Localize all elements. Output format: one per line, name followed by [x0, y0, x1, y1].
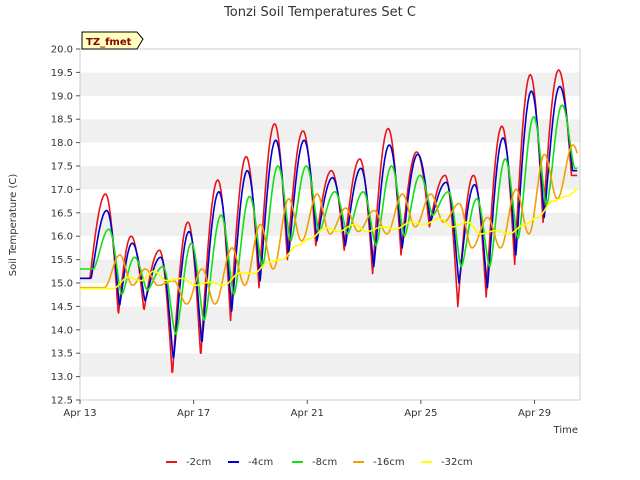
- x-tick-label: Apr 25: [404, 408, 437, 419]
- y-tick-label: 13.0: [51, 372, 73, 383]
- x-tick-label: Apr 21: [291, 408, 324, 419]
- y-tick-label: 17.5: [51, 162, 73, 173]
- legend-label: -2cm: [186, 457, 211, 468]
- x-axis: Apr 13 Apr 17 Apr 21 Apr 25 Apr 29: [63, 400, 551, 419]
- x-axis-label: Time: [553, 425, 578, 436]
- series-line-32cm: [79, 188, 578, 290]
- grid-band: [80, 142, 580, 166]
- grid-band: [80, 166, 580, 190]
- series-line-16cm: [79, 144, 578, 305]
- y-tick-label: 19.5: [51, 68, 73, 79]
- grid-bands: [80, 49, 580, 400]
- y-tick-label: 18.0: [51, 138, 73, 149]
- site-badge: TZ_fmet: [81, 31, 144, 50]
- grid-band: [80, 329, 580, 354]
- y-tick-label: 15.5: [51, 255, 73, 266]
- grid-band: [80, 283, 580, 307]
- grid-band: [80, 119, 580, 143]
- grid-band: [80, 72, 580, 96]
- site-badge-label: TZ_fmet: [86, 37, 132, 48]
- y-tick-label: 14.5: [51, 302, 73, 313]
- y-tick-label: 16.5: [51, 208, 73, 219]
- y-tick-label: 15.0: [51, 279, 73, 290]
- y-tick-label: 16.0: [51, 232, 73, 243]
- chart-title: Tonzi Soil Temperatures Set C: [223, 5, 416, 20]
- grid-band: [80, 95, 580, 120]
- x-tick-label: Apr 13: [63, 408, 96, 419]
- y-tick-label: 17.0: [51, 185, 73, 196]
- grid-band: [80, 306, 580, 330]
- series-line-4cm: [79, 85, 578, 359]
- grid-band: [80, 353, 580, 377]
- grid-band: [80, 49, 580, 73]
- y-tick-label: 19.0: [51, 91, 73, 102]
- series-lines: [79, 69, 578, 373]
- legend-label: -16cm: [373, 457, 405, 468]
- legend-label: -8cm: [312, 457, 337, 468]
- grid-band: [80, 189, 580, 213]
- site-badge-box: [81, 31, 144, 50]
- y-tick-label: 13.5: [51, 349, 73, 360]
- y-tick-label: 12.5: [51, 396, 73, 407]
- y-axis: 12.5 13.0 13.5 14.0 14.5 15.0 15.5 16.0 16.5 17.0…: [51, 45, 80, 407]
- grid-band: [80, 376, 580, 400]
- legend-label: -32cm: [441, 457, 473, 468]
- legend-label: -4cm: [248, 457, 273, 468]
- x-tick-label: Apr 17: [177, 408, 210, 419]
- y-tick-label: 18.5: [51, 115, 73, 126]
- y-tick-label: 20.0: [51, 45, 73, 56]
- y-axis-label: Soil Temperature (C): [8, 174, 19, 277]
- plot-frame: [79, 48, 581, 401]
- x-tick-label: Apr 29: [518, 408, 551, 419]
- y-tick-label: 14.0: [51, 325, 73, 336]
- legend: -2cm -4cm -8cm -16cm -32cm: [166, 457, 473, 468]
